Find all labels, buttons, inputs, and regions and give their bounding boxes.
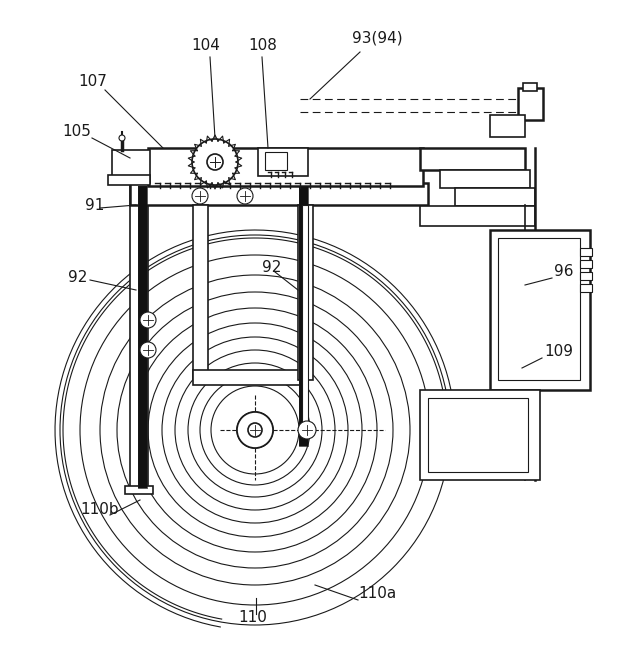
Bar xyxy=(265,152,287,170)
Circle shape xyxy=(237,412,273,448)
Circle shape xyxy=(248,423,262,437)
Circle shape xyxy=(207,154,223,170)
Text: 109: 109 xyxy=(544,345,573,359)
Circle shape xyxy=(192,188,208,204)
Bar xyxy=(420,390,540,480)
Text: 107: 107 xyxy=(78,74,107,90)
Bar xyxy=(490,115,525,137)
Bar xyxy=(490,230,590,390)
Bar xyxy=(258,148,308,176)
Bar xyxy=(580,284,592,292)
Text: 104: 104 xyxy=(191,37,220,52)
Text: 91: 91 xyxy=(85,197,104,212)
Bar xyxy=(420,148,525,170)
Bar xyxy=(440,170,530,188)
Bar xyxy=(125,486,153,494)
Circle shape xyxy=(140,342,156,358)
Circle shape xyxy=(298,421,316,439)
Bar xyxy=(518,88,543,120)
Circle shape xyxy=(237,412,273,448)
Bar xyxy=(428,398,528,472)
Text: 108: 108 xyxy=(248,37,277,52)
Circle shape xyxy=(248,423,262,437)
Text: 92: 92 xyxy=(262,260,282,276)
Bar xyxy=(580,260,592,268)
Bar xyxy=(130,186,148,491)
Text: 105: 105 xyxy=(62,125,91,139)
Bar xyxy=(580,248,592,256)
Text: 96: 96 xyxy=(554,264,573,280)
Circle shape xyxy=(119,135,125,141)
Bar xyxy=(193,205,208,380)
Bar xyxy=(420,206,535,226)
Bar xyxy=(299,186,308,446)
Bar xyxy=(302,205,308,435)
Circle shape xyxy=(237,188,253,204)
Circle shape xyxy=(140,312,156,328)
Text: 110b: 110b xyxy=(80,503,118,517)
Bar xyxy=(455,188,535,206)
Bar xyxy=(299,186,308,446)
Bar xyxy=(108,175,150,185)
Bar xyxy=(130,183,428,205)
Bar xyxy=(298,205,313,380)
Circle shape xyxy=(192,139,238,185)
Bar xyxy=(498,238,580,380)
Bar xyxy=(148,148,423,186)
Bar xyxy=(112,150,150,183)
Text: 110: 110 xyxy=(238,610,267,625)
Bar xyxy=(580,272,592,280)
Text: 93(94): 93(94) xyxy=(352,31,403,46)
Bar xyxy=(523,83,537,91)
Text: 110a: 110a xyxy=(358,586,396,602)
Bar xyxy=(138,186,147,488)
Bar xyxy=(138,186,147,488)
Text: 92: 92 xyxy=(68,270,88,286)
Bar xyxy=(193,370,305,385)
